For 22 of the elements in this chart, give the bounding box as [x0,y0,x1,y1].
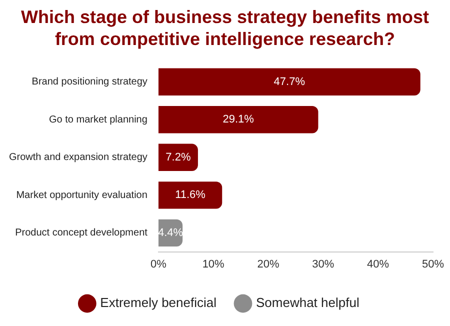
bar [158,144,198,171]
data-label: 47.7% [274,76,306,88]
y-tick-label: Growth and expansion strategy [8,152,148,164]
x-tick-label: 40% [367,258,390,270]
y-tick-label: Brand positioning strategy [32,76,148,88]
bar [158,182,222,209]
bar [158,106,318,134]
legend-label: Extremely beneficial [100,295,217,310]
x-tick-label: 10% [202,258,225,270]
x-tick-label: 0% [150,258,167,270]
bar [158,68,420,96]
y-tick-label: Product concept development [15,228,148,239]
data-label: 29.1% [222,114,254,126]
data-label: 11.6% [175,189,206,202]
x-tick-label: 50% [422,258,444,270]
chart-title: Which stage of business strategy benefits most from competitive intelligence research? [20,6,430,51]
y-tick-label: Market opportunity evaluation [16,190,148,201]
x-tick-label: 30% [312,258,334,270]
data-label: 7.2% [166,151,191,164]
legend-label: Somewhat helpful [256,295,360,310]
x-tick-label: 20% [257,258,280,270]
y-tick-label: Go to market planning [49,114,148,126]
